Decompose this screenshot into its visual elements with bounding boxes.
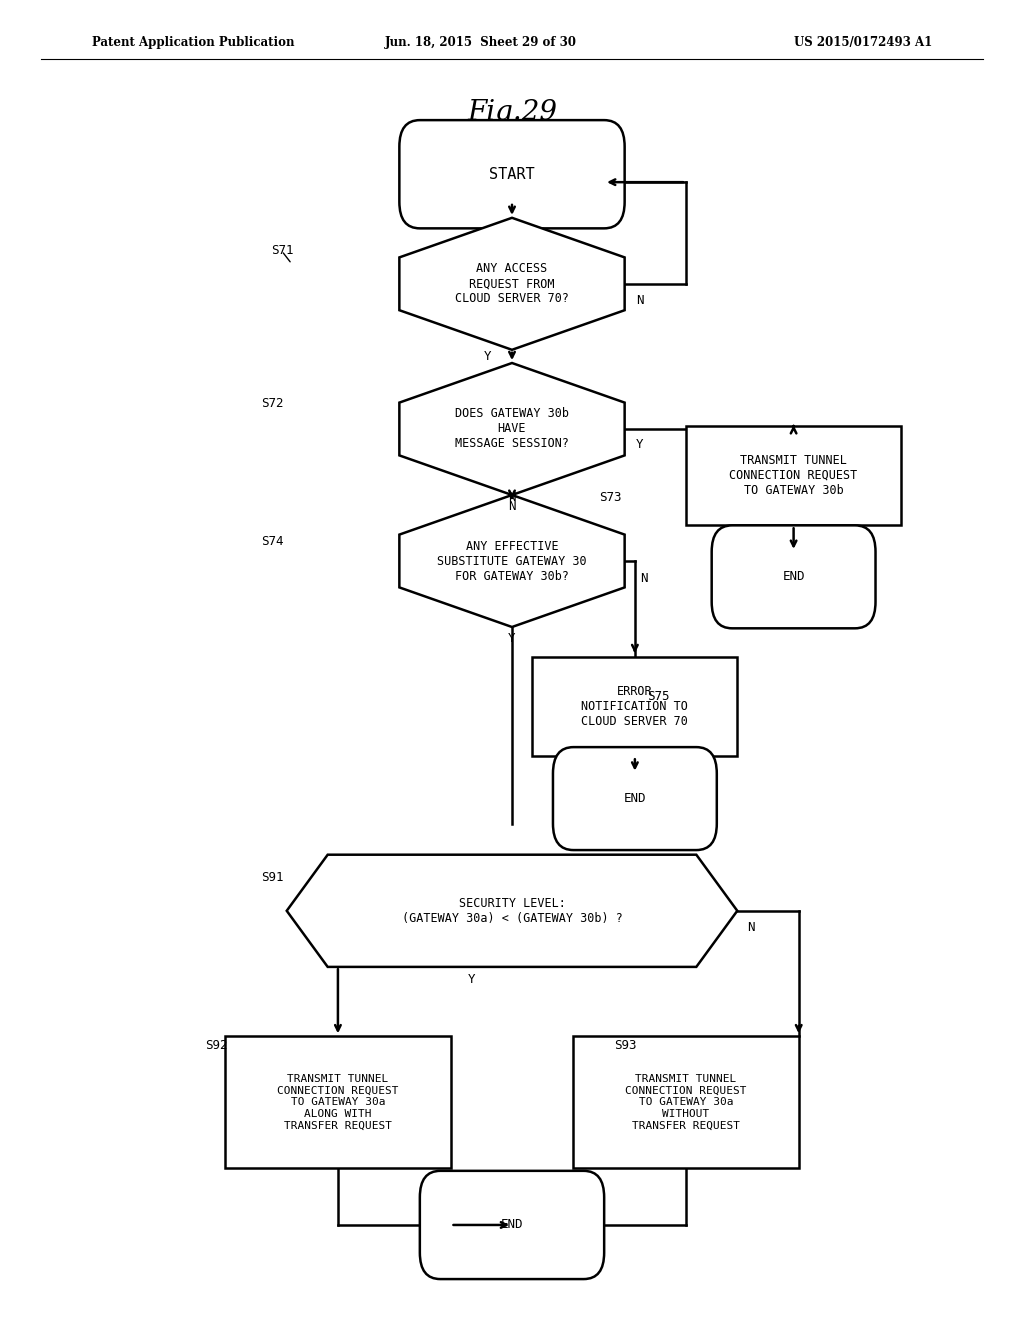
Polygon shape xyxy=(399,363,625,495)
Text: TRANSMIT TUNNEL
CONNECTION REQUEST
TO GATEWAY 30b: TRANSMIT TUNNEL CONNECTION REQUEST TO GA… xyxy=(729,454,858,496)
Bar xyxy=(532,656,737,755)
Text: US 2015/0172493 A1: US 2015/0172493 A1 xyxy=(794,36,932,49)
Text: Y: Y xyxy=(508,632,516,645)
Text: S74: S74 xyxy=(261,535,284,548)
Text: Jun. 18, 2015  Sheet 29 of 30: Jun. 18, 2015 Sheet 29 of 30 xyxy=(385,36,578,49)
Text: N: N xyxy=(748,921,755,935)
Text: TRANSMIT TUNNEL
CONNECTION REQUEST
TO GATEWAY 30a
WITHOUT
TRANSFER REQUEST: TRANSMIT TUNNEL CONNECTION REQUEST TO GA… xyxy=(626,1074,746,1130)
FancyBboxPatch shape xyxy=(399,120,625,228)
Text: N: N xyxy=(508,491,516,504)
FancyBboxPatch shape xyxy=(712,525,876,628)
Text: S73: S73 xyxy=(599,491,622,504)
Text: Patent Application Publication: Patent Application Publication xyxy=(92,36,295,49)
Text: N: N xyxy=(508,500,516,513)
Text: ANY ACCESS
REQUEST FROM
CLOUD SERVER 70?: ANY ACCESS REQUEST FROM CLOUD SERVER 70? xyxy=(455,263,569,305)
Text: S92: S92 xyxy=(205,1039,227,1052)
Text: S71: S71 xyxy=(271,244,294,257)
Text: START: START xyxy=(489,166,535,182)
Text: END: END xyxy=(624,792,646,805)
Bar xyxy=(573,1036,799,1168)
Bar xyxy=(225,1036,451,1168)
Text: ANY EFFECTIVE
SUBSTITUTE GATEWAY 30
FOR GATEWAY 30b?: ANY EFFECTIVE SUBSTITUTE GATEWAY 30 FOR … xyxy=(437,540,587,582)
Polygon shape xyxy=(399,495,625,627)
Text: END: END xyxy=(501,1218,523,1232)
Text: TRANSMIT TUNNEL
CONNECTION REQUEST
TO GATEWAY 30a
ALONG WITH
TRANSFER REQUEST: TRANSMIT TUNNEL CONNECTION REQUEST TO GA… xyxy=(278,1074,398,1130)
Text: SECURITY LEVEL:
(GATEWAY 30a) < (GATEWAY 30b) ?: SECURITY LEVEL: (GATEWAY 30a) < (GATEWAY… xyxy=(401,896,623,925)
Text: <MANAGEMENT SERVER 50>: <MANAGEMENT SERVER 50> xyxy=(429,141,595,154)
Text: ERROR
NOTIFICATION TO
CLOUD SERVER 70: ERROR NOTIFICATION TO CLOUD SERVER 70 xyxy=(582,685,688,727)
Text: DOES GATEWAY 30b
HAVE
MESSAGE SESSION?: DOES GATEWAY 30b HAVE MESSAGE SESSION? xyxy=(455,408,569,450)
Text: Fig.29: Fig.29 xyxy=(467,99,557,125)
Text: N: N xyxy=(640,572,647,585)
FancyBboxPatch shape xyxy=(553,747,717,850)
Text: S91: S91 xyxy=(261,871,284,884)
Text: Y: Y xyxy=(636,438,644,451)
Text: END: END xyxy=(782,570,805,583)
Polygon shape xyxy=(287,855,737,966)
Polygon shape xyxy=(399,218,625,350)
Text: S75: S75 xyxy=(647,690,670,704)
Text: Y: Y xyxy=(484,350,492,363)
Bar xyxy=(686,425,901,524)
Text: N: N xyxy=(636,294,644,308)
Text: S93: S93 xyxy=(614,1039,637,1052)
Text: Y: Y xyxy=(467,973,475,986)
Text: S72: S72 xyxy=(261,397,284,411)
FancyBboxPatch shape xyxy=(420,1171,604,1279)
